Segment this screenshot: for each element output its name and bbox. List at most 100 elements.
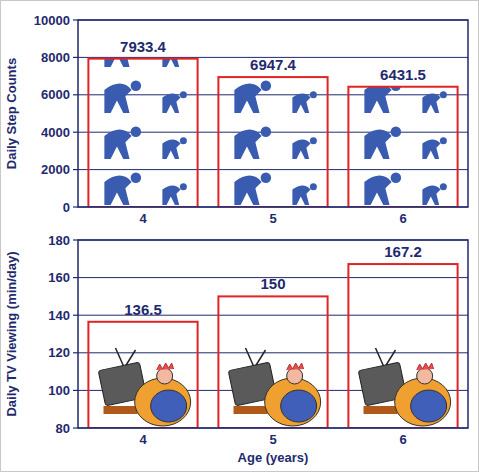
icon-beanbag <box>265 378 321 426</box>
y-tick-label: 6000 <box>41 87 70 102</box>
icon-antenna <box>246 348 254 366</box>
x-tick-label: 5 <box>269 432 276 447</box>
icon-head <box>391 172 402 183</box>
icon-body <box>292 185 310 205</box>
data-label: 6431.5 <box>380 66 426 83</box>
x-tick-label: 4 <box>139 211 147 226</box>
grid-line <box>78 94 468 95</box>
icon-head <box>391 126 402 137</box>
icon-head <box>180 137 187 144</box>
y-tick-label: 120 <box>48 345 70 360</box>
icon-kid <box>151 390 187 422</box>
bar <box>348 264 457 428</box>
y-axis-title: Daily TV Viewing (min/day) <box>4 251 19 416</box>
icon-table <box>364 406 398 414</box>
icon-beanbag <box>395 378 451 426</box>
icon-body <box>234 176 261 205</box>
icon-body <box>162 139 180 159</box>
y-tick-label: 2000 <box>41 162 70 177</box>
grid-line <box>78 169 468 170</box>
icon-head <box>440 137 447 144</box>
y-tick-label: 0 <box>63 200 70 215</box>
icon-kid-head <box>287 368 303 384</box>
plot-frame <box>78 240 468 428</box>
bar <box>88 59 197 207</box>
icon-body <box>162 93 180 113</box>
icon-antenna <box>116 348 124 366</box>
icon-body <box>422 139 440 159</box>
icon-body <box>104 59 131 67</box>
data-label: 136.5 <box>124 301 162 318</box>
bar-icons <box>104 59 187 205</box>
chart-svg: 0 2000 4000 6000 8000 10000 7933.4 4 6947.4 5 6431… <box>0 0 479 472</box>
data-label: 150 <box>260 275 285 292</box>
icon-head <box>261 126 272 137</box>
figure-frame <box>1 1 479 472</box>
icon-kid-hair <box>157 363 174 370</box>
figure: 0 2000 4000 6000 8000 10000 7933.4 4 6947.4 5 6431… <box>0 0 479 472</box>
icon-body <box>292 93 310 113</box>
icon-head <box>180 183 187 190</box>
y-tick-label: 10000 <box>34 13 70 28</box>
data-label: 6947.4 <box>250 56 297 73</box>
icon-head <box>261 172 272 183</box>
icon-body <box>364 87 391 113</box>
bar <box>218 296 327 428</box>
bar-icons <box>98 348 190 426</box>
bar <box>218 77 327 207</box>
x-tick-label: 5 <box>269 211 276 226</box>
icon-kid-hair <box>417 363 434 370</box>
y-tick-label: 140 <box>48 308 70 323</box>
icon-kid-head <box>157 368 173 384</box>
icon-head <box>310 137 317 144</box>
icon-head <box>310 91 317 98</box>
bar-icons <box>228 348 320 426</box>
icon-head <box>310 183 317 190</box>
plot-frame <box>78 20 468 207</box>
y-tick-label: 100 <box>48 383 70 398</box>
icon-body <box>104 176 131 205</box>
icon-antenna <box>376 348 384 366</box>
icon-kid-head <box>417 368 433 384</box>
x-tick-label: 6 <box>399 211 406 226</box>
icon-body <box>162 185 180 205</box>
data-label: 167.2 <box>384 243 422 260</box>
icon-table <box>104 406 138 414</box>
bar <box>348 87 457 207</box>
icon-body <box>234 130 261 159</box>
icon-kid-hair <box>287 363 304 370</box>
icon-body <box>104 84 131 113</box>
icon-body <box>364 130 391 159</box>
y-tick-label: 180 <box>48 233 70 248</box>
y-tick-label: 160 <box>48 270 70 285</box>
icon-beanbag <box>135 378 191 426</box>
grid-line <box>78 352 468 353</box>
x-tick-label: 6 <box>399 432 406 447</box>
icon-body <box>422 185 440 205</box>
icon-body <box>234 84 261 113</box>
icon-head <box>131 80 142 91</box>
x-tick-label: 4 <box>139 432 147 447</box>
icon-kid <box>281 390 317 422</box>
plot-marks <box>88 264 457 428</box>
icon-head <box>131 126 142 137</box>
icon-head <box>440 91 447 98</box>
icon-head <box>131 172 142 183</box>
bar-icons <box>234 77 317 205</box>
icon-body <box>162 59 180 67</box>
bar <box>88 322 197 428</box>
icon-table <box>234 406 268 414</box>
icon-body <box>292 139 310 159</box>
data-label: 7933.4 <box>120 38 167 55</box>
icon-body <box>104 130 131 159</box>
bar-icons <box>358 348 450 426</box>
x-axis-title: Age (years) <box>238 450 309 465</box>
y-axis-title: Daily Step Counts <box>4 58 19 169</box>
icon-head <box>180 91 187 98</box>
y-tick-label: 8000 <box>41 50 70 65</box>
icon-body <box>364 176 391 205</box>
icon-head <box>440 183 447 190</box>
icon-body <box>422 93 440 113</box>
y-tick-label: 4000 <box>41 125 70 140</box>
bar-icons <box>364 87 447 205</box>
